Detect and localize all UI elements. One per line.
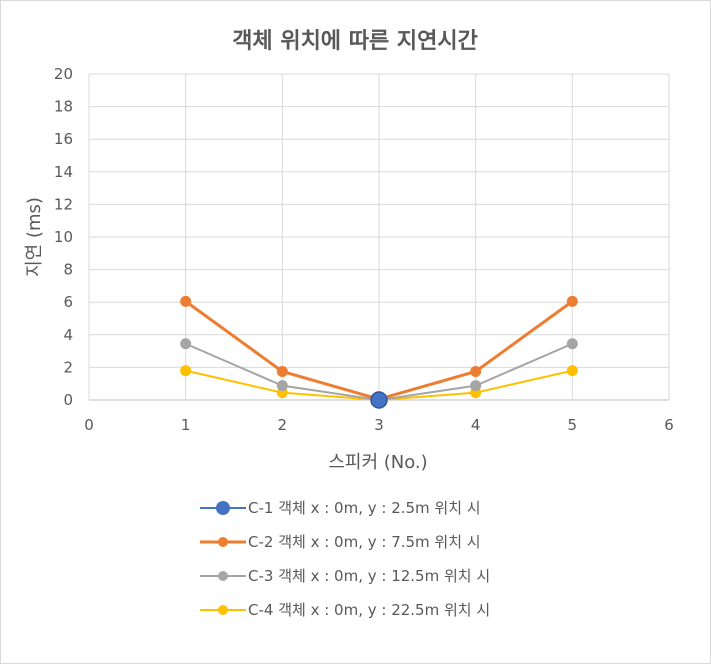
data-point	[180, 295, 192, 307]
y-tick-label: 0	[63, 391, 73, 409]
x-tick-label: 2	[278, 416, 288, 434]
legend-label: C-4 객체 x : 0m, y : 22.5m 위치 시	[248, 601, 490, 619]
y-tick-label: 4	[63, 326, 73, 344]
legend-marker	[218, 571, 228, 581]
grid	[88, 73, 670, 401]
y-tick-label: 20	[54, 65, 73, 83]
data-point	[566, 365, 578, 377]
data-point	[566, 338, 578, 350]
legend-label: C-1 객체 x : 0m, y : 2.5m 위치 시	[248, 499, 481, 517]
data-point	[470, 365, 482, 377]
x-axis-label: 스피커 (No.)	[328, 452, 427, 473]
data-point	[276, 380, 288, 392]
legend-item-1: C-1 객체 x : 0m, y : 2.5m 위치 시	[200, 499, 481, 517]
y-tick-label: 8	[63, 261, 73, 279]
x-tick-label: 4	[471, 416, 481, 434]
data-point	[566, 295, 578, 307]
y-tick-label: 2	[63, 358, 73, 376]
data-point	[276, 365, 288, 377]
y-tick-labels: 0 2 4 6 8 10 12 14 16 18 20	[54, 65, 73, 409]
series-group	[180, 295, 578, 409]
legend-item-3: C-3 객체 x : 0m, y : 12.5m 위치 시	[200, 567, 490, 585]
x-tick-label: 0	[84, 416, 94, 434]
legend-marker	[218, 537, 228, 547]
data-point	[370, 391, 388, 409]
y-tick-label: 10	[54, 228, 73, 246]
y-tick-label: 6	[63, 293, 73, 311]
x-tick-label: 5	[568, 416, 578, 434]
legend-label: C-2 객체 x : 0m, y : 7.5m 위치 시	[248, 533, 481, 551]
y-tick-label: 14	[54, 163, 73, 181]
y-axis-label: 지연 (ms)	[24, 197, 45, 277]
data-point	[470, 380, 482, 392]
x-tick-label: 3	[374, 416, 384, 434]
y-tick-label: 16	[54, 130, 73, 148]
legend-item-2: C-2 객체 x : 0m, y : 7.5m 위치 시	[200, 533, 481, 551]
legend-marker	[216, 501, 230, 515]
y-tick-label: 12	[54, 195, 73, 213]
chart-title: 객체 위치에 따른 지연시간	[232, 29, 478, 54]
legend: C-1 객체 x : 0m, y : 2.5m 위치 시 C-2 객체 x : 0…	[200, 499, 490, 619]
y-tick-label: 18	[54, 98, 73, 116]
x-tick-label: 6	[664, 416, 674, 434]
x-tick-label: 1	[181, 416, 191, 434]
legend-item-4: C-4 객체 x : 0m, y : 22.5m 위치 시	[200, 601, 490, 619]
legend-label: C-3 객체 x : 0m, y : 12.5m 위치 시	[248, 567, 490, 585]
x-tick-labels: 0 1 2 3 4 5 6	[84, 416, 674, 434]
series-1	[370, 391, 388, 409]
legend-marker	[218, 605, 228, 615]
data-point	[180, 338, 192, 350]
data-point	[180, 365, 192, 377]
